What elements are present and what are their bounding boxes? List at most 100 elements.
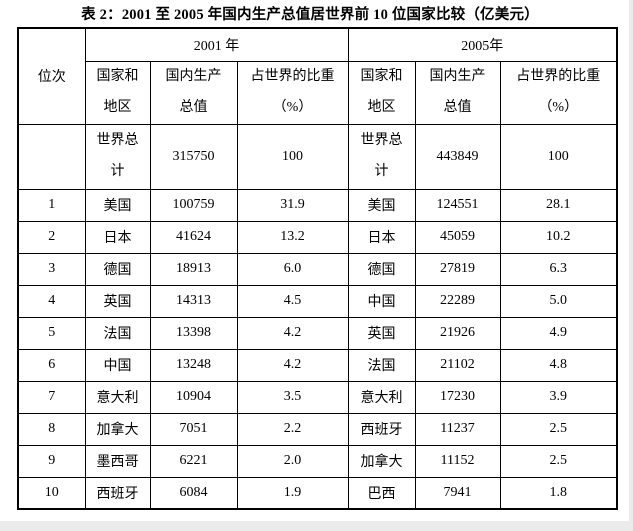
share-cell: 28.1: [499, 188, 618, 222]
country-cell: 意大利: [347, 380, 416, 414]
gdp-cell: 124551: [414, 188, 501, 222]
rank-cell: 4: [17, 284, 86, 318]
rank-cell: 1: [17, 188, 86, 222]
country-cell: 法国: [347, 348, 416, 382]
share-cell: 10.2: [499, 220, 618, 254]
gdp-cell: 7051: [149, 412, 238, 446]
country-cell: 日本: [347, 220, 416, 254]
gdp-cell: 13398: [149, 316, 238, 350]
table-row: 3 德国 18913 6.0 德国 27819 6.3: [17, 252, 618, 286]
gdp-cell: 27819: [414, 252, 501, 286]
country-cell: 中国: [84, 348, 151, 382]
gdp-comparison-table: 位次 2001 年 2005年 国家和地区 国内生产总值 占世界的比重（%） 国…: [17, 27, 619, 510]
gdp-cell: 13248: [149, 348, 238, 382]
share-cell: 6.3: [499, 252, 618, 286]
col-header-country-2001: 国家和地区: [84, 60, 151, 125]
table-row: 7 意大利 10904 3.5 意大利 17230 3.9: [17, 380, 618, 414]
share-cell: 2.5: [499, 444, 618, 478]
rank-cell: 3: [17, 252, 86, 286]
share-cell: 3.9: [499, 380, 618, 414]
share-cell: 3.5: [236, 380, 349, 414]
table-row: 1 美国 100759 31.9 美国 124551 28.1: [17, 188, 618, 222]
col-header-gdp-2001: 国内生产总值: [149, 60, 238, 125]
country-cell: 西班牙: [347, 412, 416, 446]
gdp-cell: 21926: [414, 316, 501, 350]
col-header-share-2005: 占世界的比重（%）: [499, 60, 618, 125]
col-header-country-2005: 国家和地区: [347, 60, 416, 125]
table-title: 表 2：2001 至 2005 年国内生产总值居世界前 10 位国家比较（亿美元…: [81, 7, 539, 23]
table-row: 9 墨西哥 6221 2.0 加拿大 11152 2.5: [17, 444, 618, 478]
share-cell: 4.2: [236, 348, 349, 382]
rank-cell: [17, 123, 86, 190]
share-cell: 4.2: [236, 316, 349, 350]
table-row: 8 加拿大 7051 2.2 西班牙 11237 2.5: [17, 412, 618, 446]
gdp-cell: 10904: [149, 380, 238, 414]
table-row: 6 中国 13248 4.2 法国 21102 4.8: [17, 348, 618, 382]
share-cell: 4.8: [499, 348, 618, 382]
country-cell: 英国: [84, 284, 151, 318]
country-cell: 世界总计: [84, 123, 151, 190]
page-edge-bottom: [0, 521, 633, 531]
gdp-cell: 41624: [149, 220, 238, 254]
world-total-row: 世界总计 315750 100 世界总计 443849 100: [17, 123, 618, 190]
column-header-row: 国家和地区 国内生产总值 占世界的比重（%） 国家和地区 国内生产总值 占世界的…: [18, 60, 618, 125]
country-cell: 墨西哥: [84, 444, 151, 478]
gdp-cell: 315750: [149, 123, 238, 190]
share-cell: 2.2: [236, 412, 349, 446]
share-cell: 1.9: [236, 476, 349, 510]
country-cell: 德国: [84, 252, 151, 286]
country-cell: 世界总计: [347, 123, 416, 190]
share-cell: 6.0: [236, 252, 349, 286]
rank-cell: 2: [17, 220, 86, 254]
share-cell: 100: [236, 123, 349, 190]
rank-cell: 8: [17, 412, 86, 446]
country-cell: 法国: [84, 316, 151, 350]
country-cell: 美国: [84, 188, 151, 222]
country-cell: 美国: [347, 188, 416, 222]
gdp-cell: 11152: [414, 444, 501, 478]
gdp-cell: 7941: [414, 476, 501, 510]
rank-header-cell: 位次: [17, 27, 86, 125]
gdp-cell: 6084: [149, 476, 238, 510]
share-cell: 5.0: [499, 284, 618, 318]
year-2001-header: 2001 年: [84, 27, 349, 62]
country-cell: 西班牙: [84, 476, 151, 510]
gdp-cell: 11237: [414, 412, 501, 446]
gdp-cell: 100759: [149, 188, 238, 222]
table-row: 10 西班牙 6084 1.9 巴西 7941 1.8: [17, 476, 618, 510]
share-cell: 4.5: [236, 284, 349, 318]
gdp-cell: 17230: [414, 380, 501, 414]
rank-cell: 5: [17, 316, 86, 350]
country-cell: 日本: [84, 220, 151, 254]
year-2005-header: 2005年: [347, 27, 618, 62]
table-row: 2 日本 41624 13.2 日本 45059 10.2: [17, 220, 618, 254]
share-cell: 4.9: [499, 316, 618, 350]
col-header-share-2001: 占世界的比重（%）: [236, 60, 349, 125]
country-cell: 意大利: [84, 380, 151, 414]
rank-cell: 10: [17, 476, 86, 510]
rank-cell: 9: [17, 444, 86, 478]
share-cell: 2.0: [236, 444, 349, 478]
gdp-cell: 443849: [414, 123, 501, 190]
share-cell: 13.2: [236, 220, 349, 254]
country-cell: 巴西: [347, 476, 416, 510]
col-header-gdp-2005: 国内生产总值: [414, 60, 501, 125]
country-cell: 德国: [347, 252, 416, 286]
share-cell: 2.5: [499, 412, 618, 446]
gdp-cell: 18913: [149, 252, 238, 286]
share-cell: 100: [499, 123, 618, 190]
table-row: 4 英国 14313 4.5 中国 22289 5.0: [17, 284, 618, 318]
country-cell: 英国: [347, 316, 416, 350]
country-cell: 中国: [347, 284, 416, 318]
rank-cell: 6: [17, 348, 86, 382]
country-cell: 加拿大: [347, 444, 416, 478]
gdp-cell: 14313: [149, 284, 238, 318]
gdp-cell: 21102: [414, 348, 501, 382]
gdp-cell: 22289: [414, 284, 501, 318]
country-cell: 加拿大: [84, 412, 151, 446]
share-cell: 31.9: [236, 188, 349, 222]
page-edge-right: [629, 0, 633, 531]
gdp-cell: 45059: [414, 220, 501, 254]
table-row: 5 法国 13398 4.2 英国 21926 4.9: [17, 316, 618, 350]
